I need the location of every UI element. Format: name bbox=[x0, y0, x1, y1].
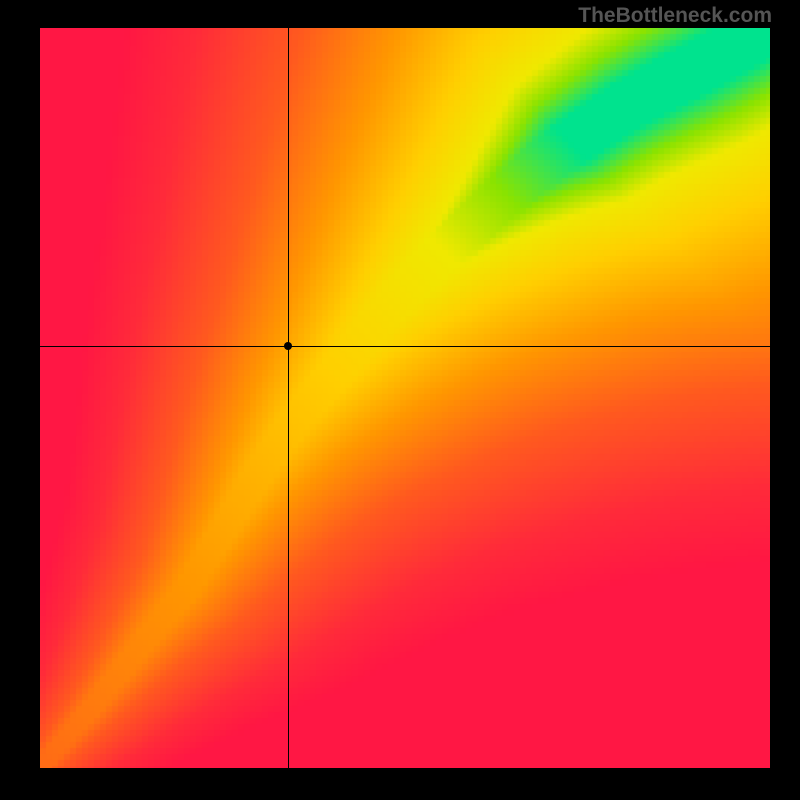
watermark: TheBottleneck.com bbox=[578, 4, 772, 28]
crosshair-vertical bbox=[288, 28, 289, 768]
crosshair-dot bbox=[284, 342, 292, 350]
plot-area bbox=[40, 28, 770, 768]
crosshair-horizontal bbox=[40, 346, 770, 347]
heatmap-canvas bbox=[40, 28, 770, 768]
